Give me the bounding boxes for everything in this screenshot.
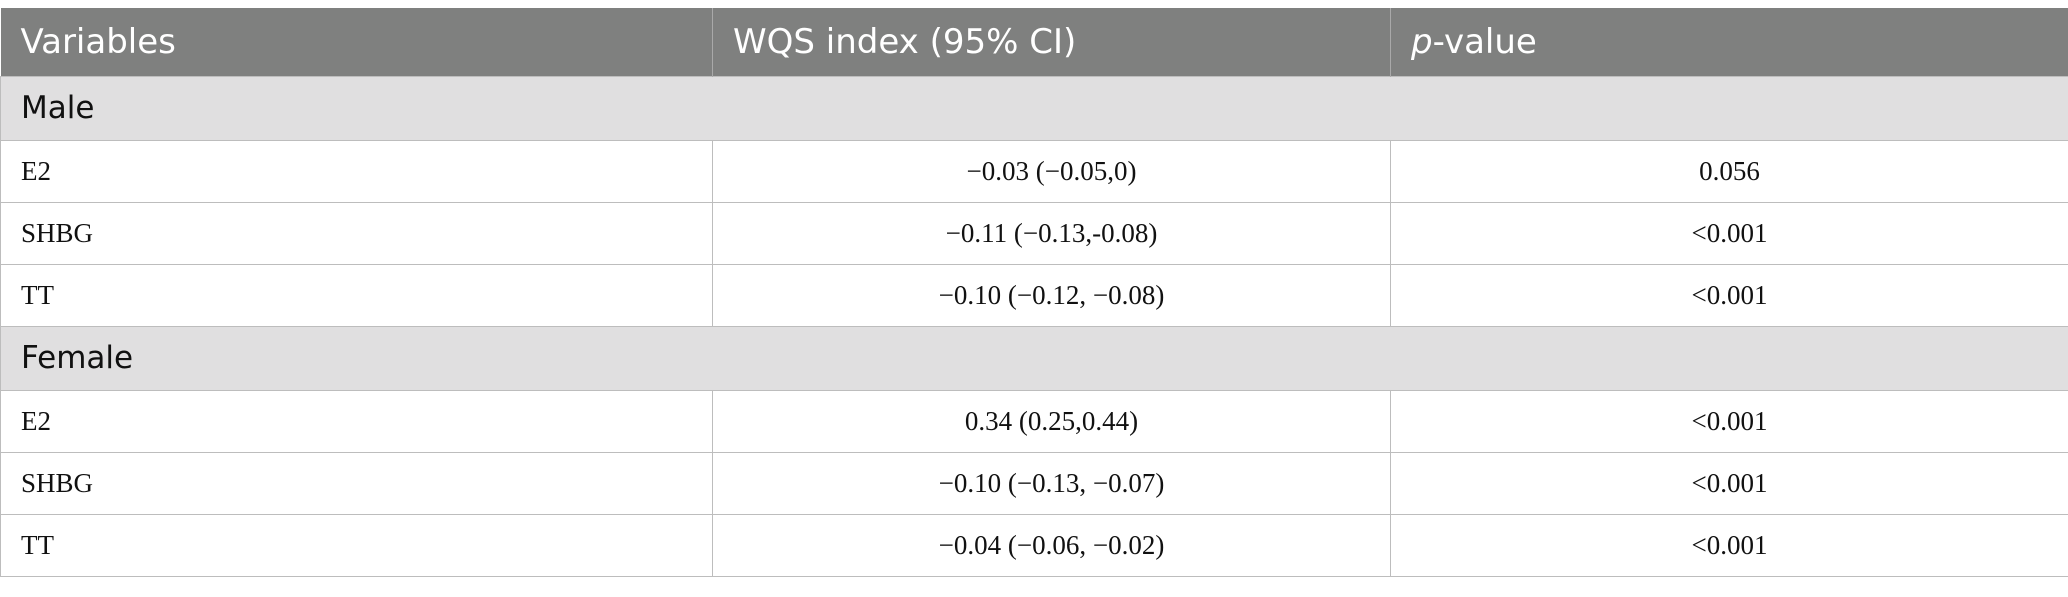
header-p-value: p-value: [1390, 8, 2068, 76]
table-header-row: Variables WQS index (95% CI) p-value: [0, 8, 2068, 76]
wqs-results-table: Variables WQS index (95% CI) p-value Mal…: [0, 8, 2068, 577]
p-value-cell: <0.001: [1390, 201, 2068, 265]
variable-cell: E2: [0, 389, 713, 453]
table-row: TT −0.04 (−0.06, −0.02) <0.001: [0, 513, 2068, 577]
p-value-cell: <0.001: [1390, 451, 2068, 515]
p-value-cell: <0.001: [1390, 263, 2068, 327]
variable-cell: SHBG: [0, 201, 713, 265]
variable-cell: TT: [0, 263, 713, 327]
table-row: E2 −0.03 (−0.05,0) 0.056: [0, 139, 2068, 203]
variable-cell: SHBG: [0, 451, 713, 515]
wqs-cell: −0.11 (−0.13,-0.08): [712, 201, 1391, 265]
wqs-cell: −0.10 (−0.13, −0.07): [712, 451, 1391, 515]
wqs-cell: 0.34 (0.25,0.44): [712, 389, 1391, 453]
table-row: SHBG −0.11 (−0.13,-0.08) <0.001: [0, 201, 2068, 265]
header-wqs-index: WQS index (95% CI): [712, 8, 1391, 76]
wqs-cell: −0.04 (−0.06, −0.02): [712, 513, 1391, 577]
variable-cell: E2: [0, 139, 713, 203]
table-row: TT −0.10 (−0.12, −0.08) <0.001: [0, 263, 2068, 327]
header-p-rest: -value: [1432, 21, 1537, 62]
table-row: SHBG −0.10 (−0.13, −0.07) <0.001: [0, 451, 2068, 515]
variable-cell: TT: [0, 513, 713, 577]
p-value-cell: <0.001: [1390, 389, 2068, 453]
group-label: Female: [0, 325, 2068, 391]
header-p-italic: p: [1411, 21, 1433, 62]
group-row-female: Female: [0, 325, 2068, 391]
p-value-cell: 0.056: [1390, 139, 2068, 203]
wqs-cell: −0.10 (−0.12, −0.08): [712, 263, 1391, 327]
table-row: E2 0.34 (0.25,0.44) <0.001: [0, 389, 2068, 453]
wqs-cell: −0.03 (−0.05,0): [712, 139, 1391, 203]
p-value-cell: <0.001: [1390, 513, 2068, 577]
header-variables: Variables: [0, 8, 713, 76]
group-label: Male: [0, 75, 2068, 141]
results-table-container: Variables WQS index (95% CI) p-value Mal…: [0, 8, 2068, 577]
group-row-male: Male: [0, 75, 2068, 141]
